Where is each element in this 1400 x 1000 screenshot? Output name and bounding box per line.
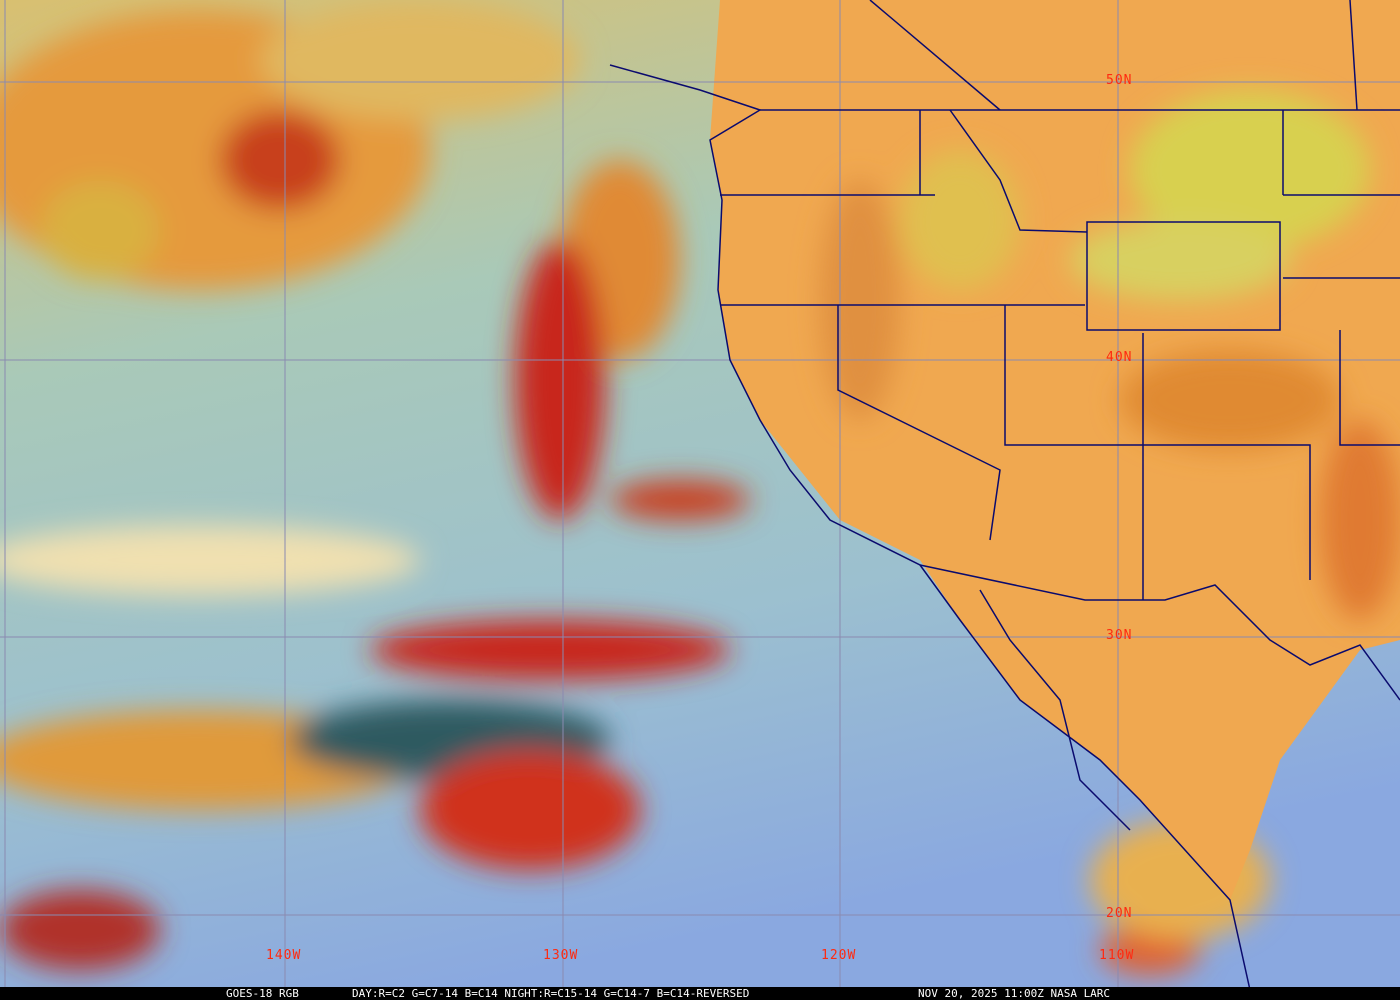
longitude-label-140w: 140W: [266, 948, 302, 963]
latitude-label-20n: 20N: [1106, 906, 1133, 921]
latitude-label-50n: 50N: [1106, 73, 1133, 88]
longitude-label-120w: 120W: [821, 948, 857, 963]
rgb-recipe: DAY:R=C2 G=C7-14 B=C14 NIGHT:R=C15-14 G=…: [352, 987, 750, 1000]
longitude-label-110w: 110W: [1099, 948, 1135, 963]
satellite-name: GOES-18 RGB: [226, 987, 299, 1000]
cloud-field: [0, 0, 1270, 975]
longitude-label-130w: 130W: [543, 948, 579, 963]
political-borders: [609, 0, 1400, 991]
latitude-label-40n: 40N: [1106, 350, 1133, 365]
timestamp: NOV 20, 2025 11:00Z NASA LARC: [918, 987, 1111, 1000]
land-cloud-shading: [820, 90, 1400, 620]
latitude-label-30n: 30N: [1106, 628, 1133, 643]
caption-bar: GOES-18 RGB DAY:R=C2 G=C7-14 B=C14 NIGHT…: [0, 987, 1400, 1000]
